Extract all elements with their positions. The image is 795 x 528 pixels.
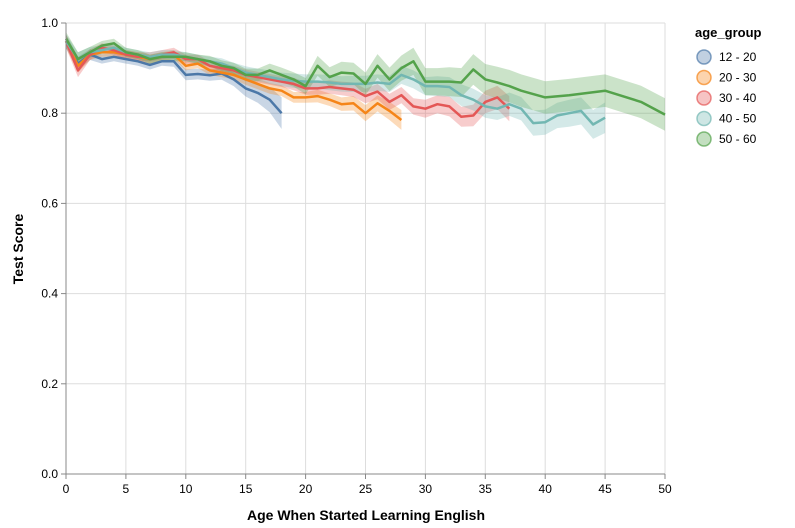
y-tick-label: 0.6 [41, 196, 58, 210]
legend: age_group 12 - 20 20 - 30 30 - 40 40 - 50 50… [695, 25, 762, 147]
x-axis-title: Age When Started Learning English [247, 507, 485, 523]
legend-symbol [696, 110, 712, 127]
x-tick-label: 50 [658, 482, 672, 496]
x-tick-label: 25 [359, 482, 373, 496]
y-tick-label: 0.8 [41, 106, 58, 120]
legend-label: 30 - 40 [719, 91, 757, 105]
legend-label: 50 - 60 [719, 132, 757, 146]
x-tick-label: 30 [419, 482, 433, 496]
legend-symbol [696, 69, 712, 86]
x-tick-label: 20 [299, 482, 313, 496]
x-tick-label: 5 [123, 482, 130, 496]
series-line-50-60 [64, 38, 666, 116]
legend-title: age_group [695, 25, 762, 40]
x-tick-label: 0 [63, 482, 70, 496]
legend-label: 40 - 50 [719, 112, 757, 126]
legend-label: 20 - 30 [719, 71, 757, 85]
confidence-band-50-60 [66, 32, 665, 131]
x-tick-label: 15 [239, 482, 253, 496]
chart-axes: 0 5 10 15 20 25 30 35 40 45 50 0.0 0.2 0.4 0.6 0.8 1.0 [41, 16, 672, 496]
y-tick-label: 0.2 [41, 377, 58, 391]
x-tick-label: 45 [598, 482, 612, 496]
legend-symbol [696, 49, 712, 65]
legend-symbol [696, 131, 712, 147]
x-tick-label: 40 [539, 482, 553, 496]
series-line-30-40 [64, 40, 511, 119]
series-line-12-20 [64, 40, 283, 115]
legend-symbol [696, 90, 712, 106]
legend-label: 12 - 20 [719, 50, 757, 64]
series-line-40-50 [64, 40, 606, 126]
y-tick-label: 1.0 [41, 16, 58, 30]
y-axis-title: Test Score [10, 214, 26, 285]
x-tick-label: 10 [179, 482, 193, 496]
y-tick-label: 0.4 [41, 287, 58, 301]
series-lines [64, 38, 666, 126]
x-tick-label: 35 [479, 482, 493, 496]
y-tick-label: 0.0 [41, 467, 58, 481]
